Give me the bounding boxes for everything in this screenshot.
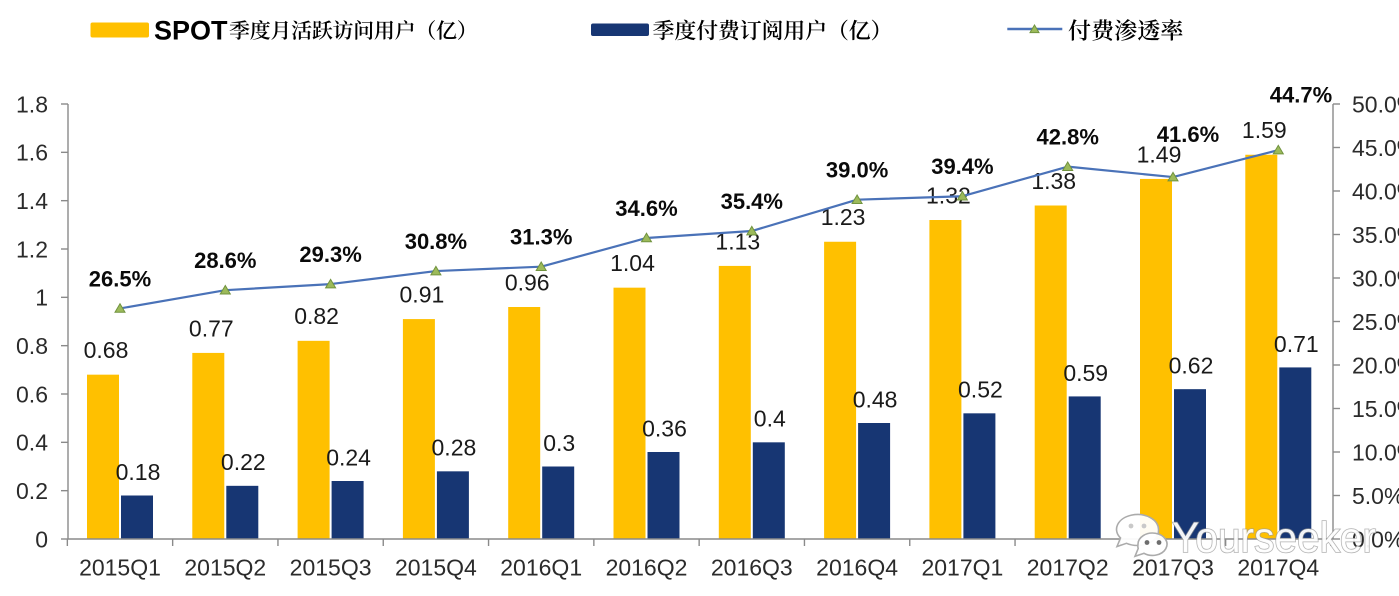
svg-text:0.8: 0.8 (16, 333, 48, 359)
svg-text:42.8%: 42.8% (1037, 125, 1099, 150)
svg-text:0.4: 0.4 (16, 430, 48, 456)
svg-text:0.82: 0.82 (294, 303, 339, 329)
svg-text:0.59: 0.59 (1063, 360, 1108, 386)
svg-text:2016Q3: 2016Q3 (711, 554, 793, 580)
svg-text:0.52: 0.52 (958, 377, 1003, 403)
svg-text:35.4%: 35.4% (721, 189, 783, 214)
svg-text:1.2: 1.2 (16, 236, 48, 262)
svg-text:1.8: 1.8 (16, 91, 48, 117)
svg-text:0.18: 0.18 (116, 459, 161, 485)
svg-text:35.0%: 35.0% (1352, 222, 1399, 248)
svg-text:39.4%: 39.4% (931, 154, 993, 179)
svg-text:1.38: 1.38 (1031, 168, 1076, 194)
svg-text:30.0%: 30.0% (1352, 265, 1399, 291)
svg-text:26.5%: 26.5% (89, 266, 151, 291)
svg-text:39.0%: 39.0% (826, 158, 888, 183)
svg-text:0.36: 0.36 (642, 415, 687, 441)
svg-text:1.6: 1.6 (16, 140, 48, 166)
svg-text:25.0%: 25.0% (1352, 309, 1399, 335)
svg-text:2015Q4: 2015Q4 (395, 554, 477, 580)
svg-text:0.22: 0.22 (221, 449, 266, 475)
svg-text:34.6%: 34.6% (615, 196, 677, 221)
svg-text:5.0%: 5.0% (1352, 483, 1399, 509)
svg-text:1.4: 1.4 (16, 188, 48, 214)
svg-text:0.71: 0.71 (1274, 331, 1319, 357)
svg-text:0.68: 0.68 (84, 337, 129, 363)
svg-text:0.0%: 0.0% (1352, 526, 1399, 552)
svg-text:2015Q2: 2015Q2 (184, 554, 266, 580)
svg-text:2015Q3: 2015Q3 (290, 554, 372, 580)
svg-text:0.4: 0.4 (754, 406, 786, 432)
svg-text:0.96: 0.96 (505, 269, 550, 295)
svg-text:SPOT: SPOT (154, 16, 228, 46)
svg-text:0.2: 0.2 (16, 478, 48, 504)
svg-text:2017Q1: 2017Q1 (921, 554, 1003, 580)
svg-text:1: 1 (35, 285, 48, 311)
svg-text:10.0%: 10.0% (1352, 439, 1399, 465)
svg-text:15.0%: 15.0% (1352, 396, 1399, 422)
svg-text:0.3: 0.3 (543, 430, 575, 456)
svg-text:40.0%: 40.0% (1352, 178, 1399, 204)
svg-text:29.3%: 29.3% (299, 242, 361, 267)
svg-text:2017Q3: 2017Q3 (1132, 554, 1214, 580)
svg-text:45.0%: 45.0% (1352, 135, 1399, 161)
svg-text:2017Q2: 2017Q2 (1027, 554, 1109, 580)
svg-text:20.0%: 20.0% (1352, 352, 1399, 378)
svg-text:1.49: 1.49 (1137, 141, 1182, 167)
svg-text:2016Q1: 2016Q1 (500, 554, 582, 580)
svg-text:31.3%: 31.3% (510, 225, 572, 250)
svg-text:30.8%: 30.8% (405, 229, 467, 254)
svg-text:0.62: 0.62 (1169, 353, 1214, 379)
svg-text:44.7%: 44.7% (1270, 83, 1332, 108)
svg-text:0.77: 0.77 (189, 315, 234, 341)
svg-text:2016Q4: 2016Q4 (816, 554, 898, 580)
svg-text:2016Q2: 2016Q2 (606, 554, 688, 580)
svg-text:2017Q4: 2017Q4 (1237, 554, 1319, 580)
svg-text:1.04: 1.04 (610, 250, 655, 276)
svg-text:0: 0 (35, 526, 48, 552)
svg-text:28.6%: 28.6% (194, 248, 256, 273)
svg-text:41.6%: 41.6% (1157, 122, 1219, 147)
svg-text:0.48: 0.48 (853, 386, 898, 412)
svg-text:2015Q1: 2015Q1 (79, 554, 161, 580)
svg-text:0.24: 0.24 (326, 444, 371, 470)
svg-text:1.59: 1.59 (1242, 117, 1287, 143)
svg-text:0.6: 0.6 (16, 381, 48, 407)
svg-text:50.0%: 50.0% (1352, 91, 1399, 117)
svg-text:0.28: 0.28 (432, 435, 477, 461)
svg-text:Yourseeker: Yourseeker (1172, 514, 1376, 562)
svg-text:0.91: 0.91 (400, 281, 445, 307)
